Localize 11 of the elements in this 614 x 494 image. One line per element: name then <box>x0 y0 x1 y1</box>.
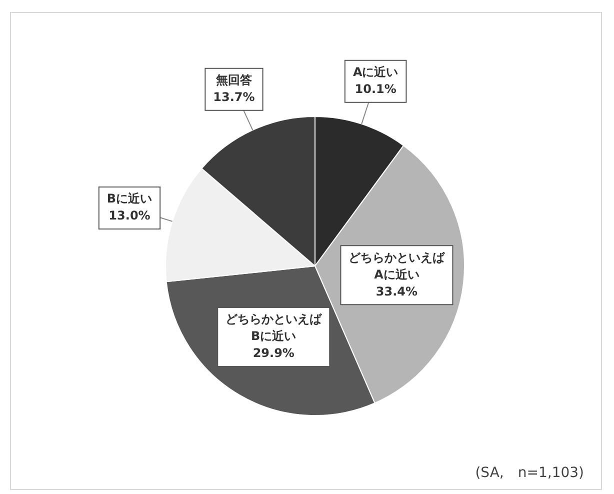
data-label: 10.1% <box>354 82 396 96</box>
slice-label: Aに近い <box>352 64 398 79</box>
slice-label: Bに近い <box>106 192 152 206</box>
data-label: 13.0% <box>108 208 150 223</box>
slice-label: どちらかといえばBに近い <box>226 312 323 344</box>
data-label: 33.4% <box>376 284 418 298</box>
text: (SA, n=1,103) <box>475 464 584 482</box>
data-label: 13.7% <box>213 90 255 104</box>
data-label: 29.9% <box>252 346 294 360</box>
slice-label: どちらかといえばAに近い <box>348 250 446 282</box>
slice-label: 無回答 <box>214 72 253 87</box>
